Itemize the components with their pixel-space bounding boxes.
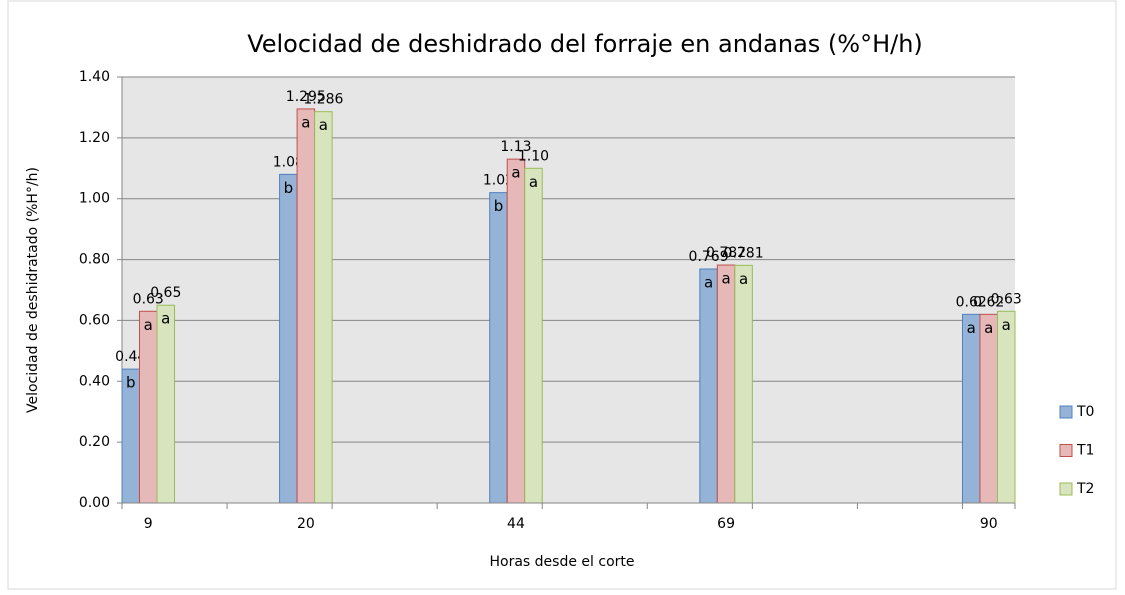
y-tick-label: 0.80 xyxy=(79,252,110,268)
bar-letter: a xyxy=(301,113,310,131)
data-label: 1.08 xyxy=(273,154,304,170)
x-tick-label: 44 xyxy=(507,516,525,532)
bar xyxy=(699,268,718,504)
chart-title: Velocidad de deshidrado del forraje en a… xyxy=(247,30,923,58)
bar xyxy=(716,264,736,504)
bar xyxy=(734,264,753,504)
legend-label: T1 xyxy=(1076,443,1094,459)
bar xyxy=(506,158,526,504)
legend-swatch xyxy=(1059,405,1073,419)
bar xyxy=(156,304,176,504)
data-label: 1.13 xyxy=(500,139,531,155)
legend-swatch xyxy=(1059,444,1073,457)
x-tick-label: 69 xyxy=(717,516,735,532)
y-tick-label: 0.40 xyxy=(79,373,110,389)
legend-label: T2 xyxy=(1076,481,1094,497)
data-label: 0.65 xyxy=(150,285,181,301)
bar xyxy=(139,310,158,504)
data-label: 1.02 xyxy=(483,173,514,189)
bar-letter: a xyxy=(161,310,170,328)
bar xyxy=(314,111,333,504)
x-tick-label: 90 xyxy=(980,516,998,532)
bar-letter: b xyxy=(284,179,294,197)
bar xyxy=(296,108,316,504)
bar-letter: a xyxy=(1002,316,1011,334)
x-axis-label: Horas desde el corte xyxy=(490,554,635,570)
data-label: 1.295 xyxy=(286,89,326,105)
bar-letter: a xyxy=(511,164,520,182)
y-tick-label: 1.20 xyxy=(79,130,110,146)
data-label: 1.286 xyxy=(303,92,343,108)
bar-letter: a xyxy=(984,319,993,337)
bar-letter: a xyxy=(967,319,976,337)
bar xyxy=(961,313,981,504)
bar xyxy=(489,192,508,504)
bar-letter: b xyxy=(494,197,504,215)
data-label: 0.62 xyxy=(956,294,987,310)
data-label: 0.769 xyxy=(689,249,729,265)
data-label: 0.63 xyxy=(133,291,164,307)
legend-label: T0 xyxy=(1076,404,1094,420)
y-tick-label: 1.40 xyxy=(79,69,110,85)
bar xyxy=(979,313,998,504)
bar-letter: a xyxy=(704,274,713,292)
bar-letter: a xyxy=(721,270,730,288)
data-label: 0.781 xyxy=(724,245,764,261)
data-label: 0.782 xyxy=(706,245,746,261)
data-label: 1.10 xyxy=(518,148,549,164)
legend-swatch xyxy=(1059,482,1073,496)
bar-letter: a xyxy=(144,316,153,334)
x-tick-label: 9 xyxy=(144,516,153,532)
data-label: 0.63 xyxy=(991,291,1022,307)
bar-letter: b xyxy=(126,374,136,392)
bar-letter: a xyxy=(739,270,748,288)
y-tick-label: 1.00 xyxy=(79,191,110,207)
bar-letter: a xyxy=(529,173,538,191)
plot-area xyxy=(122,77,1015,503)
x-tick-label: 20 xyxy=(297,516,315,532)
data-label: 0.62 xyxy=(973,294,1004,310)
bar xyxy=(996,310,1016,504)
bar-letter: a xyxy=(319,116,328,134)
y-tick-label: 0.00 xyxy=(79,495,110,511)
bar xyxy=(279,173,298,504)
y-tick-label: 0.20 xyxy=(79,434,110,450)
y-axis-label: Velocidad de deshidratado (%H°/h) xyxy=(25,167,41,413)
y-tick-label: 0.60 xyxy=(79,312,110,328)
bar xyxy=(524,167,543,504)
data-label: 0.44 xyxy=(115,349,146,365)
